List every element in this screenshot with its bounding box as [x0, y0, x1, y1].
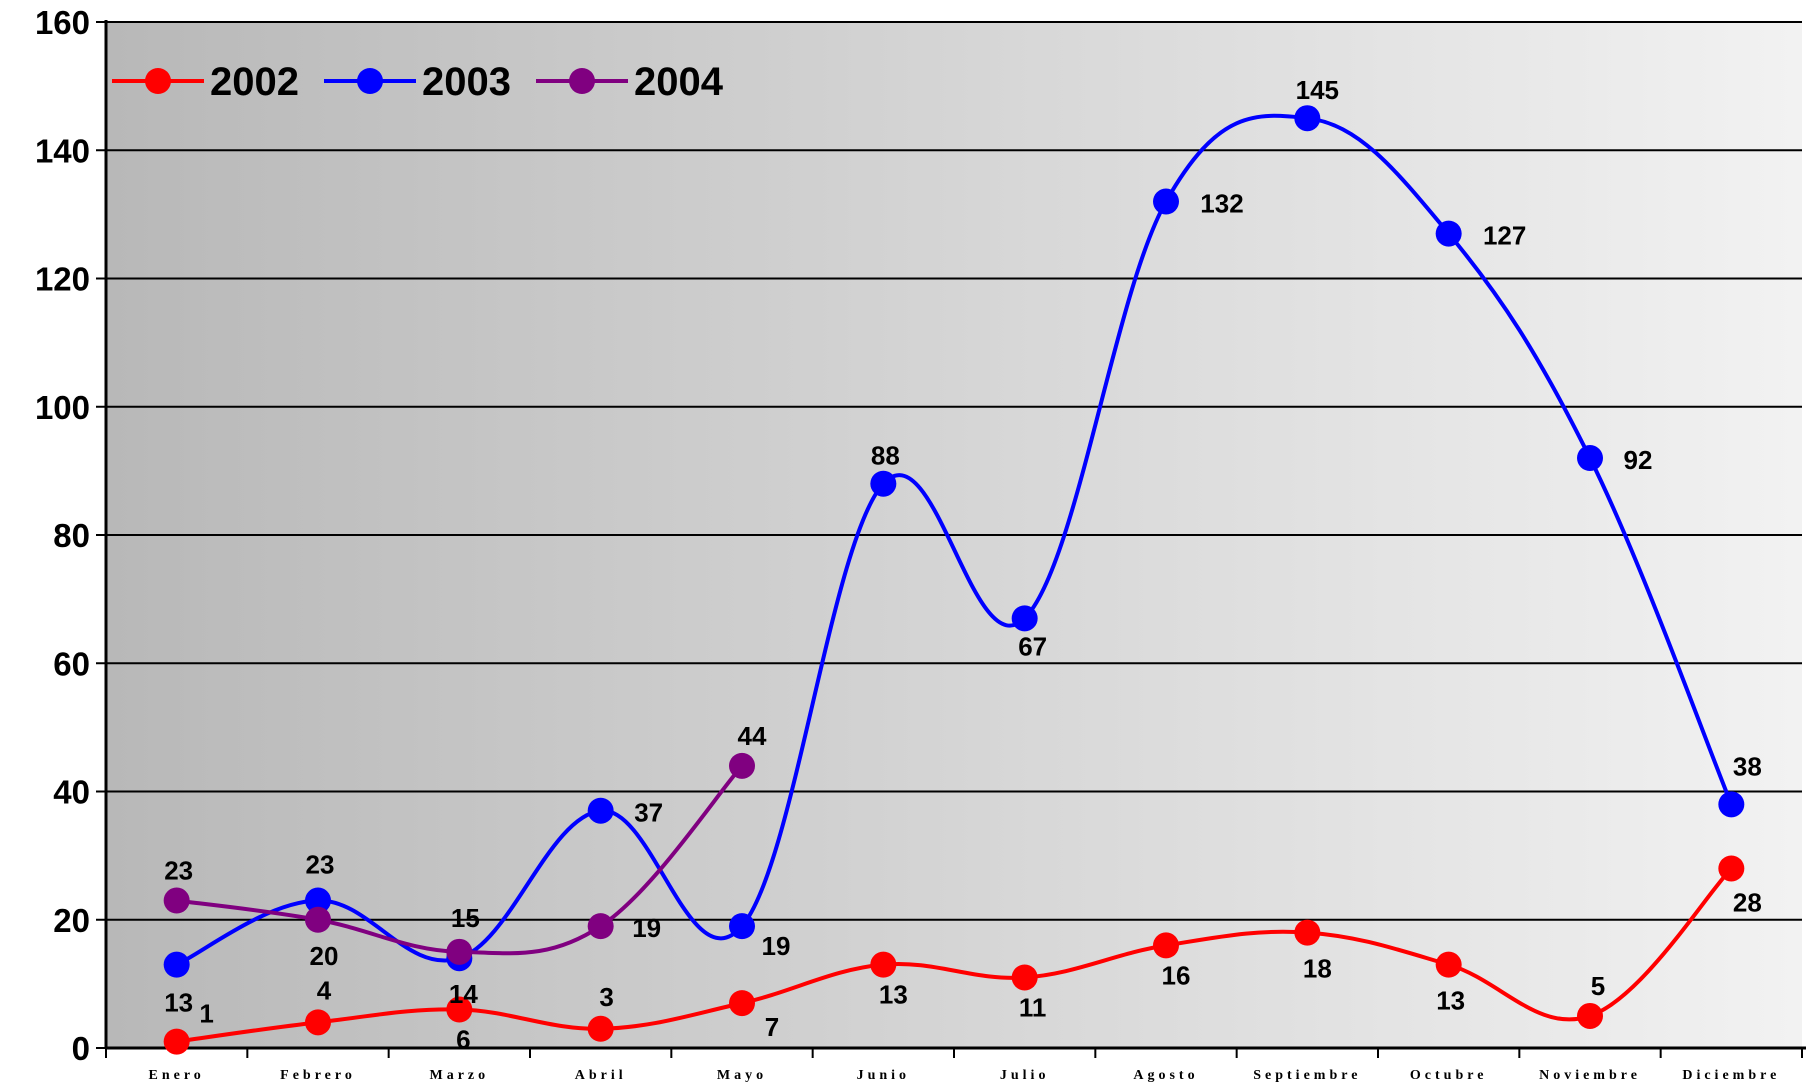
data-point-2003: [587, 797, 614, 824]
data-point-2003: [870, 470, 897, 497]
data-label-2002: 6: [456, 1025, 470, 1055]
ytick-label: 80: [53, 517, 90, 554]
data-label-2002: 3: [599, 982, 613, 1012]
data-point-2002: [1153, 932, 1179, 959]
data-point-2004: [305, 906, 331, 933]
data-point-2003: [1153, 188, 1179, 215]
data-label-2002: 7: [765, 1012, 779, 1042]
ytick-label: 120: [35, 261, 90, 298]
data-label-2002: 11: [1019, 992, 1047, 1022]
data-label-2002: 1: [199, 999, 213, 1029]
grid-lines: [106, 21, 1802, 921]
data-label-2003: 127: [1483, 221, 1526, 251]
data-point-2002: [305, 1009, 331, 1036]
ytick-label: 20: [53, 902, 90, 939]
data-label-2002: 13: [1436, 986, 1465, 1016]
data-point-2003: [163, 951, 190, 978]
series-line-2003: [174, 113, 1734, 967]
series-markers: [163, 105, 1745, 1055]
data-point-2003: [1577, 445, 1603, 472]
data-point-2002: [729, 990, 755, 1017]
data-label-2003: 38: [1733, 751, 1762, 781]
data-label-2002: 5: [1591, 971, 1605, 1001]
data-point-2002: [587, 1015, 614, 1042]
data-point-2004: [163, 887, 190, 914]
data-point-2003: [1718, 791, 1745, 818]
xtick-label: Septiembre: [1253, 1068, 1361, 1083]
data-label-2003: 145: [1296, 75, 1339, 105]
ytick-label: 0: [72, 1030, 90, 1067]
data-label-2002: 18: [1303, 954, 1332, 984]
data-label-2003: 23: [306, 850, 335, 880]
data-label-2003: 14: [449, 979, 478, 1009]
xtick-label: Abril: [575, 1068, 627, 1083]
xtick-label: Junio: [857, 1068, 910, 1083]
xtick-label: Agosto: [1133, 1068, 1198, 1083]
xtick-label: Julio: [1000, 1068, 1050, 1083]
data-label-2003: 67: [1018, 631, 1047, 661]
data-point-2004: [587, 913, 614, 940]
ytick-label: 160: [35, 4, 90, 41]
xtick-label: Febrero: [280, 1068, 356, 1083]
data-point-2002: [1011, 964, 1038, 991]
data-label-2004: 20: [310, 941, 339, 971]
data-point-2002: [163, 1028, 190, 1055]
data-point-2002: [1577, 1002, 1603, 1029]
data-point-2002: [1435, 951, 1462, 978]
data-point-2002: [1294, 919, 1321, 946]
data-point-2003: [1011, 605, 1038, 632]
legend-label-2002: 2002: [210, 60, 299, 104]
xtick-label: Enero: [149, 1068, 205, 1083]
xtick-label: Mayo: [717, 1068, 767, 1083]
data-label-2002: 16: [1162, 960, 1191, 990]
data-label-2003: 13: [164, 988, 193, 1018]
legend: 2002 2003 2004: [112, 60, 724, 104]
legend-label-2003: 2003: [422, 60, 511, 104]
legend-marker-2002: [145, 68, 171, 94]
ytick-label: 60: [53, 645, 90, 682]
ytick-label: 140: [35, 132, 90, 169]
data-label-2004: 19: [632, 913, 661, 943]
data-label-2004: 15: [451, 903, 480, 933]
xtick-label: Marzo: [430, 1068, 490, 1083]
data-point-2002: [870, 951, 897, 978]
ytick-label: 40: [53, 774, 90, 811]
data-label-2002: 4: [317, 975, 332, 1005]
legend-marker-2003: [357, 68, 383, 94]
data-point-2004: [446, 938, 473, 965]
data-point-2003: [1435, 220, 1462, 247]
data-point-2003: [305, 887, 331, 914]
xtick-label: Noviembre: [1539, 1068, 1641, 1083]
legend-label-2004: 2004: [634, 60, 724, 104]
data-point-2002: [446, 996, 473, 1023]
data-label-2003: 88: [871, 441, 900, 471]
data-point-2003: [1294, 105, 1321, 132]
data-label-2004: 44: [738, 721, 767, 751]
data-point-2004: [729, 752, 755, 779]
xtick-label: Diciembre: [1682, 1068, 1780, 1083]
data-label-2003: 19: [762, 931, 791, 961]
data-label-2004: 23: [164, 856, 193, 886]
data-label-2003: 92: [1624, 445, 1653, 475]
data-label-2002: 28: [1733, 887, 1762, 917]
data-point-2003: [729, 913, 755, 940]
data-label-2003: 37: [634, 798, 663, 828]
data-label-2002: 13: [879, 980, 908, 1010]
ytick-label: 100: [35, 389, 90, 426]
legend-marker-2004: [569, 68, 595, 94]
data-label-2003: 132: [1200, 189, 1243, 219]
xtick-label: Octubre: [1410, 1068, 1488, 1083]
data-point-2002: [1718, 855, 1745, 882]
